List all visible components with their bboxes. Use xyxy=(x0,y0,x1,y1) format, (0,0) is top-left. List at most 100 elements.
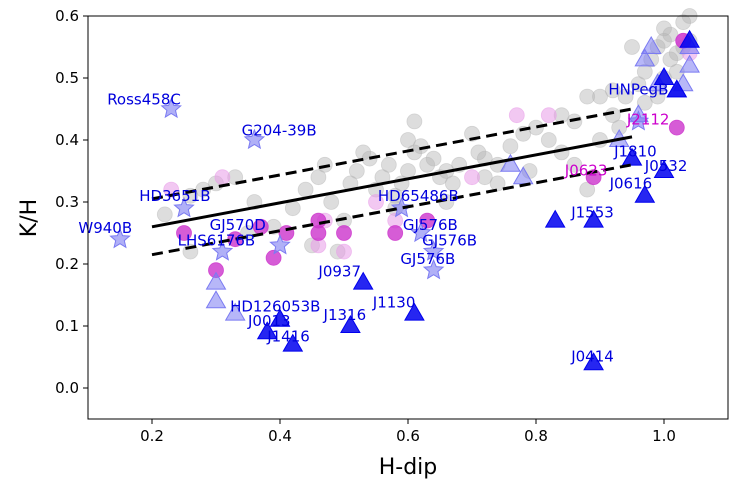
data-point xyxy=(579,181,596,198)
data-point xyxy=(387,187,404,204)
line-fit xyxy=(151,135,633,229)
data-point xyxy=(176,225,192,241)
series-field xyxy=(156,8,698,260)
data-point xyxy=(109,227,131,249)
data-point xyxy=(205,290,227,309)
data-point xyxy=(310,169,327,186)
data-point xyxy=(592,88,608,105)
x-tick-label: 0.2 xyxy=(140,427,164,445)
data-point xyxy=(404,302,425,321)
data-point xyxy=(668,119,685,136)
annotation-label: J0532 xyxy=(644,157,688,175)
data-point xyxy=(640,35,662,54)
y-tick-label: 0.5 xyxy=(55,69,79,87)
data-point xyxy=(336,225,352,241)
annotation-label: G204-39B xyxy=(242,122,317,140)
data-point xyxy=(583,209,604,228)
annotation-label: J0616 xyxy=(609,174,653,192)
data-point xyxy=(269,308,291,327)
data-point xyxy=(422,258,445,280)
annotation-label: W940B xyxy=(78,219,132,237)
data-point xyxy=(656,32,672,49)
series-stars xyxy=(109,97,650,280)
annotations: Ross458CG204-39BHNPegBJ2112J1810J0532J06… xyxy=(78,81,687,366)
data-point xyxy=(566,113,583,130)
data-point xyxy=(444,175,461,192)
x-axis-ticks: 0.2 0.4 0.6 0.8 1.0 xyxy=(140,419,676,445)
data-point xyxy=(630,76,647,93)
data-point xyxy=(679,29,700,48)
data-point xyxy=(282,333,304,352)
annotation-label: J1416 xyxy=(266,328,310,346)
data-points xyxy=(109,8,700,371)
annotation-label: GJ576B xyxy=(403,216,458,234)
annotation-label: J0414 xyxy=(570,347,614,365)
y-tick-label: 0.1 xyxy=(55,317,79,335)
data-point xyxy=(470,144,487,161)
data-point xyxy=(636,94,653,111)
data-point xyxy=(624,39,640,55)
data-point xyxy=(666,79,688,98)
annotation-label: J0937 xyxy=(317,262,361,280)
data-point xyxy=(205,271,227,290)
data-point xyxy=(540,132,557,148)
data-point xyxy=(464,169,480,186)
data-point xyxy=(628,104,649,123)
data-point xyxy=(214,169,231,186)
annotation-label: J2112 xyxy=(626,111,670,129)
data-point xyxy=(662,51,679,68)
data-point xyxy=(617,88,634,105)
x-tick-label: 1.0 xyxy=(652,427,676,445)
annotation-label: GJ570D xyxy=(210,216,266,234)
data-point xyxy=(579,88,596,105)
y-tick-label: 0.6 xyxy=(55,7,79,25)
data-point xyxy=(566,156,583,173)
data-point xyxy=(656,20,672,37)
data-point xyxy=(400,163,416,179)
y-tick-label: 0.0 xyxy=(55,379,79,397)
data-point xyxy=(284,200,301,217)
data-point xyxy=(297,181,314,198)
data-point xyxy=(621,147,643,166)
data-point xyxy=(390,196,413,218)
data-point xyxy=(679,54,700,73)
y-tick-label: 0.2 xyxy=(55,255,79,273)
x-axis-label: H-dip xyxy=(379,455,438,480)
annotation-label: J0623 xyxy=(564,161,608,179)
data-point xyxy=(634,48,656,67)
fit-lines xyxy=(151,107,633,257)
data-point xyxy=(653,159,675,178)
x-tick-label: 0.8 xyxy=(524,427,548,445)
data-point xyxy=(419,212,436,229)
y-tick-label: 0.4 xyxy=(55,131,79,149)
line-upper xyxy=(151,107,633,201)
data-point xyxy=(256,321,278,340)
data-point xyxy=(540,107,557,124)
y-axis-label: K/H xyxy=(17,199,42,237)
data-point xyxy=(387,225,404,241)
data-point xyxy=(368,194,384,210)
annotation-label: Ross458C xyxy=(107,91,181,109)
data-point xyxy=(160,97,182,119)
data-point xyxy=(410,221,432,243)
data-point xyxy=(634,184,656,203)
data-point xyxy=(489,175,506,192)
data-point xyxy=(380,156,397,173)
data-point xyxy=(323,194,340,210)
data-point xyxy=(265,249,282,266)
data-point xyxy=(544,209,566,228)
data-point xyxy=(508,107,525,124)
annotation-label: GJ576B xyxy=(422,231,477,249)
annotation-label: HD3651B xyxy=(139,187,210,205)
data-point xyxy=(583,352,604,371)
annotation-label: HD65486B xyxy=(378,187,459,205)
series-triangles xyxy=(256,29,700,371)
data-point xyxy=(653,66,675,85)
series-young xyxy=(176,32,692,279)
data-point xyxy=(316,156,333,173)
annotation-label: HNPegB xyxy=(608,81,668,99)
data-point xyxy=(336,243,352,260)
